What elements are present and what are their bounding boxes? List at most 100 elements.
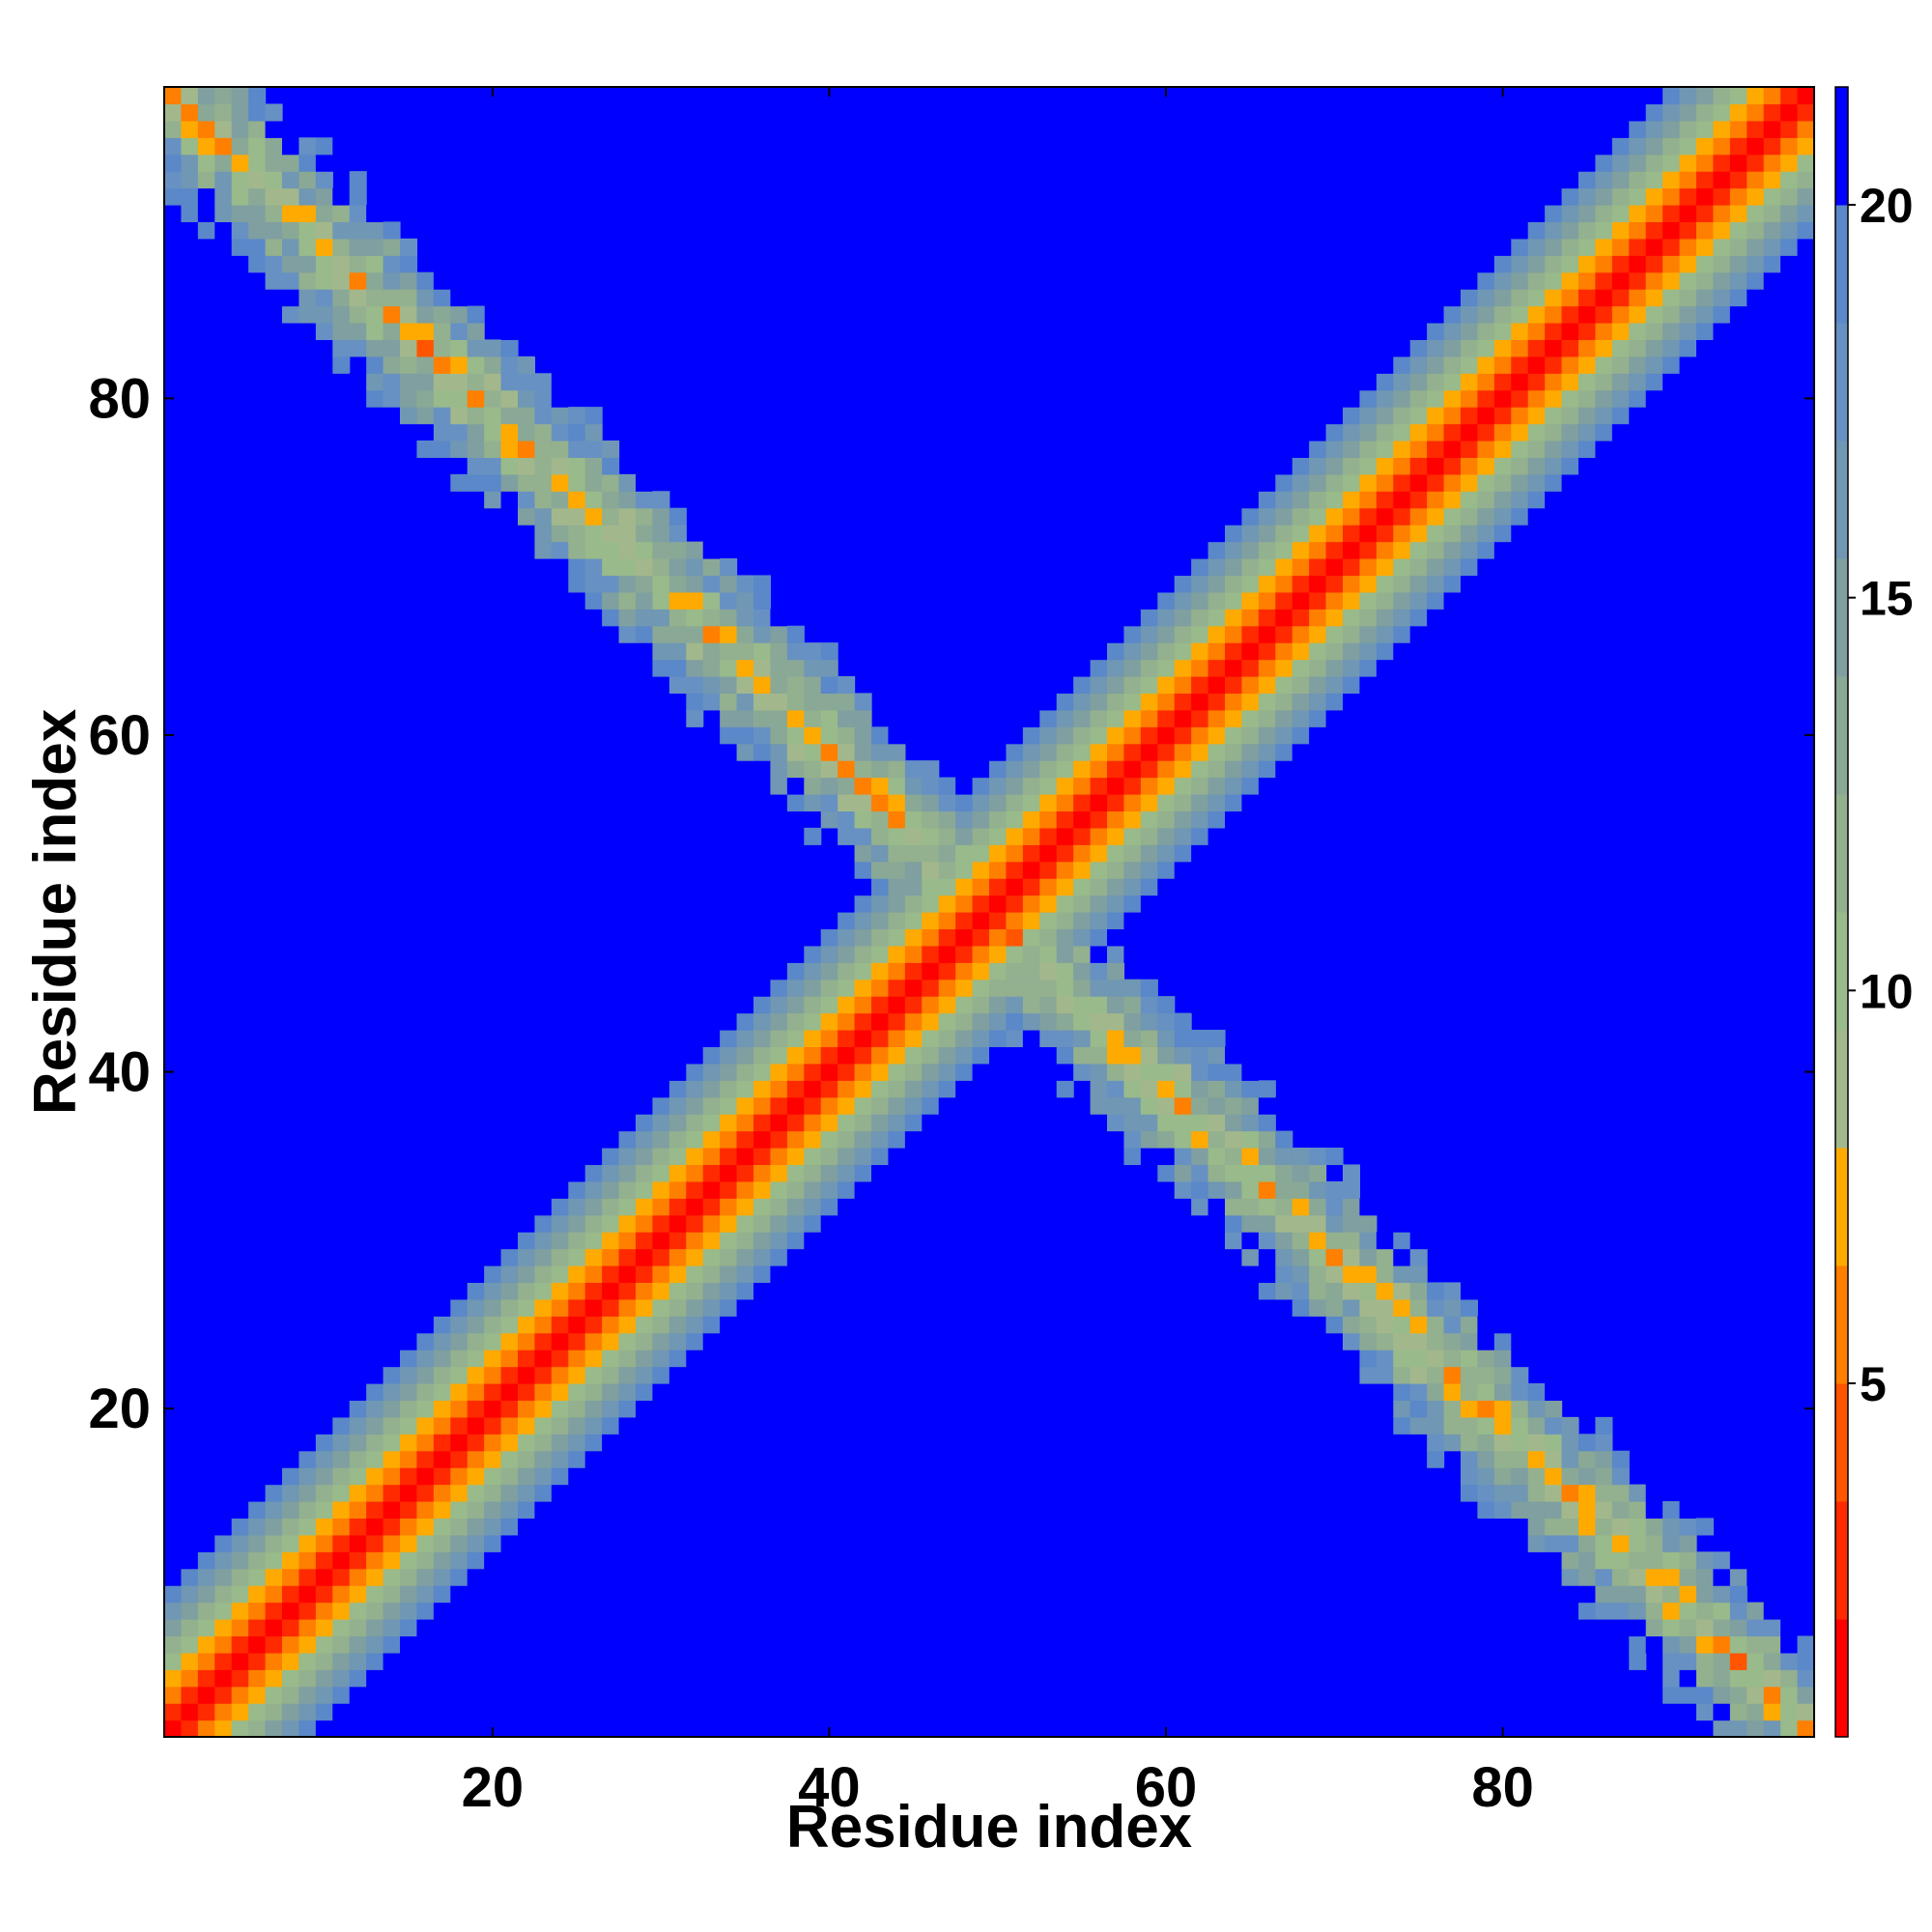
heatmap-cell [602,1282,620,1300]
heatmap-cell [500,1265,519,1284]
heatmap-cell [1140,609,1158,627]
heatmap-cell [1376,541,1394,559]
heatmap-cell [1258,507,1276,526]
heatmap-cell [1461,473,1479,492]
heatmap-cell [1747,1619,1765,1637]
heatmap-cell [1258,743,1276,761]
heatmap-cell [1713,154,1731,172]
heatmap-cell [1427,355,1445,374]
heatmap-cell [904,810,923,829]
heatmap-cell [282,171,300,189]
heatmap-cell [484,373,502,391]
heatmap-cell [298,305,317,324]
heatmap-cell [584,1164,603,1182]
heatmap-cell [1157,1063,1176,1081]
heatmap-cell [989,827,1008,845]
heatmap-cell [1629,1602,1647,1620]
heatmap-cell [181,1669,199,1688]
heatmap-cell [1679,137,1697,156]
heatmap-cell [518,1366,536,1384]
heatmap-cell [668,558,687,577]
heatmap-cell [1309,726,1327,745]
heatmap-cell [1545,389,1563,408]
heatmap-cell [433,423,451,441]
heatmap-cell [1443,1248,1462,1266]
heatmap-cell [938,928,956,947]
heatmap-cell [838,1148,856,1166]
heatmap-cell [584,457,603,475]
heatmap-cell [248,255,267,273]
heatmap-cell [989,945,1008,963]
heatmap-cell [820,928,838,947]
heatmap-cell [1343,1164,1361,1182]
heatmap-cell [1241,507,1260,526]
heatmap-cell [668,1316,687,1334]
heatmap-cell [1359,440,1378,459]
heatmap-cell [1595,154,1613,172]
heatmap-cell [1595,1534,1613,1552]
heatmap-cell [534,1265,553,1284]
heatmap-cell [1427,541,1445,559]
heatmap-cell [1511,1467,1529,1486]
heatmap-cell [1461,407,1479,425]
heatmap-cell [1443,1383,1462,1402]
heatmap-cell [1561,457,1579,475]
heatmap-cell [315,1434,333,1452]
heatmap-cell [1713,1568,1731,1586]
heatmap-cell [854,1012,872,1031]
heatmap-cell [1107,642,1125,661]
heatmap-cell [888,810,906,829]
heatmap-cell [1292,743,1310,761]
heatmap-cell [265,171,283,189]
heatmap-cell [1679,323,1697,341]
heatmap-cell [904,945,923,963]
heatmap-cell [1780,1719,1799,1738]
heatmap-cell [1241,541,1260,559]
heatmap-cell [1595,355,1613,374]
heatmap-cell [383,221,401,240]
heatmap-cell [838,1080,856,1098]
heatmap-cell [1611,1501,1630,1520]
heatmap-cell [534,1434,553,1452]
heatmap-cell [1511,238,1529,256]
heatmap-cell [1225,558,1243,577]
heatmap-cell [551,541,569,559]
heatmap-cell [1461,289,1479,307]
heatmap-cell [450,1551,469,1570]
heatmap-cell [400,423,418,441]
heatmap-cell [702,1130,721,1149]
heatmap-cell [1073,810,1092,829]
heatmap-cell [1729,1686,1747,1704]
heatmap-cell [298,1467,317,1486]
heatmap-cell [938,945,956,963]
heatmap-cell [400,255,418,273]
heatmap-cell [1545,255,1563,273]
heatmap-cell [248,120,267,138]
colorbar-segment [1835,912,1848,1031]
heatmap-cell [1545,1450,1563,1468]
heatmap-cell [1123,777,1142,795]
heatmap-cell [349,171,367,189]
heatmap-cell [1409,1316,1428,1334]
heatmap-cell [820,1148,838,1166]
heatmap-cell [1241,760,1260,779]
heatmap-cell [1645,1534,1663,1552]
heatmap-cell [1359,1350,1378,1368]
heatmap-cell [804,743,822,761]
heatmap-cell [1763,221,1781,240]
heatmap-cell [383,1518,401,1536]
heatmap-cell [484,1332,502,1350]
heatmap-cell [1393,1232,1411,1250]
heatmap-cell [433,339,451,357]
heatmap-cell [736,726,754,745]
heatmap-cell [720,1046,738,1065]
heatmap-cell [786,642,805,661]
heatmap-cell [938,895,956,913]
heatmap-cell [955,928,974,947]
heatmap-cell [248,1703,267,1721]
heatmap-cell [1325,558,1344,577]
heatmap-cell [1645,137,1663,156]
heatmap-cell [1393,440,1411,459]
heatmap-cell [904,996,923,1014]
heatmap-cell [1325,440,1344,459]
